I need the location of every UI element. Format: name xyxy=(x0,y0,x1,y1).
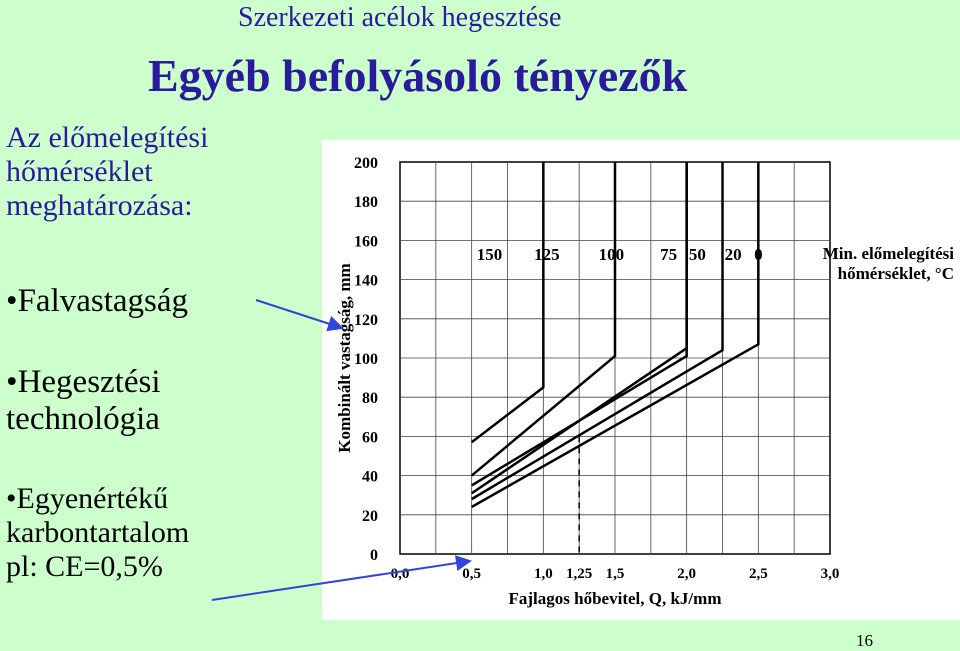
series-label: 125 xyxy=(534,245,560,264)
legend-title-line: hőmérséklet, °C xyxy=(838,264,954,283)
y-tick-label: 100 xyxy=(354,351,378,368)
slide-subtitle: Szerkezeti acélok hegesztése xyxy=(238,2,562,33)
bullet-symbol: • xyxy=(6,283,18,319)
bullet-wall-thickness: •Falvastagság xyxy=(6,283,306,320)
x-tick-label: 1,5 xyxy=(606,566,625,582)
section-heading: Az előmelegítési hőmérséklet meghatározá… xyxy=(6,121,276,223)
bullet-text: Hegesztési xyxy=(17,364,161,400)
y-tick-label: 20 xyxy=(362,508,378,525)
bullet-symbol: • xyxy=(6,364,18,400)
y-tick-label: 60 xyxy=(362,429,378,446)
y-tick-label: 80 xyxy=(362,390,378,407)
series-label: 150 xyxy=(477,245,503,264)
x-tick-label: 1,0 xyxy=(534,566,553,582)
bullet-text: Falvastagság xyxy=(17,283,189,319)
series-line xyxy=(471,162,760,509)
bullet-carbon-equivalent: •Egyenértékű karbontartalom pl: CE=0,5% xyxy=(6,482,306,584)
y-tick-label: 40 xyxy=(362,469,378,486)
bullet-text: karbontartalom xyxy=(6,516,190,549)
section-heading-line: Az előmelegítési xyxy=(6,121,209,154)
bullet-welding-technology: •Hegesztési technológia xyxy=(6,364,306,438)
bullet-text: technológia xyxy=(6,401,160,437)
bullet-symbol: • xyxy=(6,482,17,515)
series-label: 0 xyxy=(754,245,763,264)
preheat-chart-panel: 0 20 40 60 80 100 120 140 160 180 200 0,0 0,5 1,0 1,25… xyxy=(322,140,960,620)
series-label: 50 xyxy=(689,245,706,264)
y-axis-label: Kombinált vastagság, mm xyxy=(335,263,354,452)
bullet-text: Egyenértékű xyxy=(16,482,169,515)
page-number: 16 xyxy=(856,631,873,650)
y-tick-label: 180 xyxy=(354,194,378,211)
y-tick-label: 140 xyxy=(354,273,378,290)
x-tick-label: 1,25 xyxy=(566,566,592,582)
x-tick-label: 2,0 xyxy=(677,566,696,582)
series-line xyxy=(470,162,545,444)
series-label: 100 xyxy=(599,245,625,264)
x-tick-label: 3,0 xyxy=(821,566,840,582)
legend-title-line: Min. előmelegítési xyxy=(823,244,955,263)
bullet-text: pl: CE=0,5% xyxy=(6,550,163,583)
x-tick-label: 2,5 xyxy=(749,566,768,582)
x-tick-label: 0,0 xyxy=(391,566,410,582)
x-axis-label: Fajlagos hőbevitel, Q, kJ/mm xyxy=(509,589,722,608)
series-label: 20 xyxy=(725,245,742,264)
y-tick-label: 200 xyxy=(354,155,378,172)
series-line xyxy=(470,162,688,495)
section-heading-line: hőmérséklet xyxy=(6,155,153,188)
series-label: 75 xyxy=(660,245,677,264)
y-tick-label: 0 xyxy=(370,547,378,564)
series-line xyxy=(471,162,724,501)
x-tick-label: 0,5 xyxy=(462,566,481,582)
slide-title: Egyéb befolyásoló tényezők xyxy=(148,50,688,101)
y-tick-label: 160 xyxy=(354,233,378,250)
section-heading-line: meghatározása: xyxy=(6,189,193,222)
series-line xyxy=(470,162,617,477)
y-tick-label: 120 xyxy=(354,312,378,329)
